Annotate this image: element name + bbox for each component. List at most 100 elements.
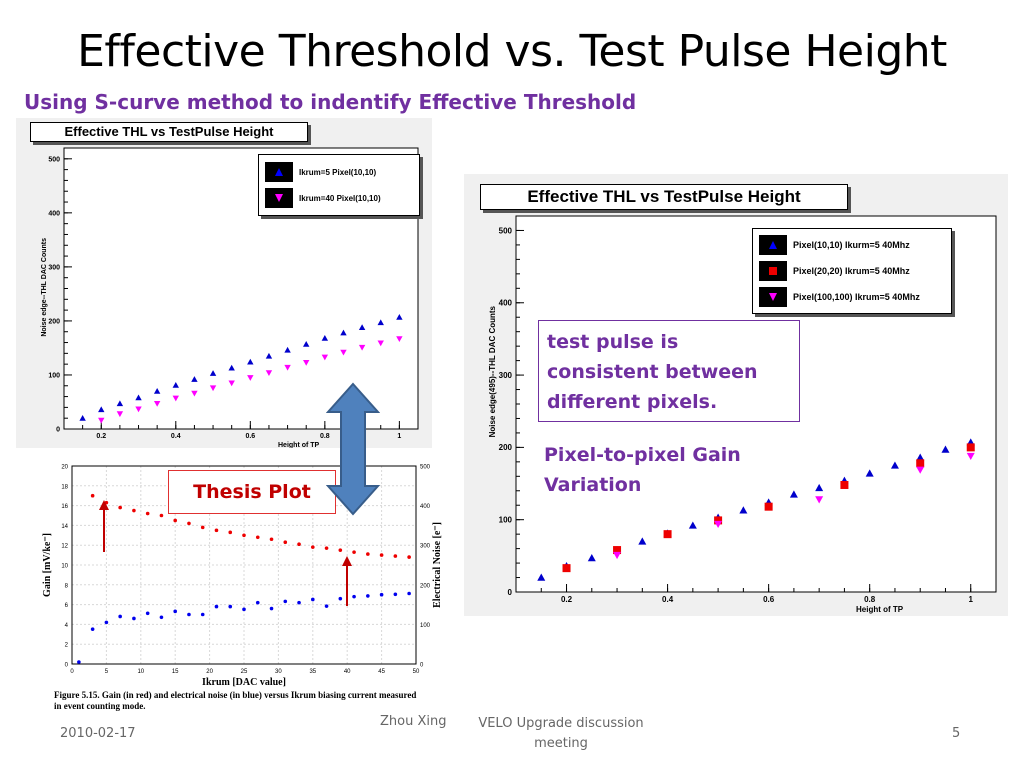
data-point (358, 324, 366, 330)
y2-axis-label: Electrical Noise [e⁻] (432, 522, 443, 608)
footer-date: 2010-02-17 (60, 726, 136, 741)
footer-event: VELO Upgrade discussion meeting (478, 716, 644, 751)
data-point (297, 542, 301, 547)
y-tick-label: 16 (61, 504, 68, 510)
data-point (265, 352, 273, 359)
data-point (77, 660, 81, 664)
x-tick-label: 25 (241, 669, 248, 675)
data-point (663, 530, 672, 539)
y-tick-label: 20 (61, 465, 68, 471)
slide-subtitle: Using S-curve method to indentify Effect… (24, 90, 637, 114)
x-tick-label: 0.8 (320, 433, 330, 440)
data-point (916, 466, 925, 474)
y-tick-label: 2 (65, 643, 69, 649)
x-tick-label: 1 (397, 433, 401, 440)
x-axis-label: Height of TP (856, 605, 904, 614)
data-point (815, 496, 824, 504)
data-point (228, 604, 233, 609)
x-tick-label: 0.8 (864, 595, 876, 604)
data-point (613, 551, 622, 560)
data-point (200, 525, 205, 530)
data-point (340, 349, 347, 356)
data-point (98, 406, 105, 413)
data-point (966, 443, 975, 452)
y-tick-label: 100 (499, 515, 513, 524)
data-point (311, 545, 315, 549)
y-tick-label: 200 (499, 443, 513, 452)
square-icon (759, 261, 787, 281)
x-tick-label: 5 (105, 669, 109, 675)
double-arrow-icon (326, 382, 380, 516)
y-tick-label: 300 (48, 264, 60, 271)
up-arrow-icon (342, 556, 352, 606)
data-point (90, 627, 95, 631)
data-point (153, 401, 161, 407)
data-point (228, 380, 235, 387)
data-point (283, 540, 288, 545)
y-tick-label: 6 (65, 603, 69, 609)
data-point (247, 358, 254, 365)
y-axis-label: Noise edge(495)--THL DAC Counts (488, 305, 497, 437)
data-point (283, 599, 288, 604)
x-axis-label: Ikrum [DAC value] (202, 677, 286, 688)
footer-author: Zhou Xing (380, 714, 447, 729)
data-point (537, 573, 546, 581)
y2-tick-label: 0 (420, 663, 424, 669)
legend-item: Pixel(100,100) Ikrum=5 40Mhz (753, 284, 920, 310)
x-tick-label: 40 (344, 669, 351, 675)
data-point (379, 553, 384, 557)
data-point (209, 370, 217, 376)
data-point (890, 461, 899, 469)
data-point (340, 329, 347, 336)
thesis-plot-label: Thesis Plot (168, 470, 336, 514)
chart-title-left: Effective THL vs TestPulse Height (30, 122, 308, 142)
triangle-down-icon (265, 188, 293, 208)
y-tick-label: 200 (48, 318, 60, 325)
up-arrow-icon (99, 500, 109, 552)
data-point (132, 508, 136, 513)
data-point (379, 592, 384, 597)
data-point (247, 375, 254, 381)
legend-item: Pixel(10,10) Ikurm=5 40Mhz (753, 232, 910, 258)
y-tick-label: 0 (508, 588, 513, 597)
data-point (324, 546, 329, 550)
data-point (132, 616, 136, 621)
data-point (255, 535, 260, 540)
data-point (377, 319, 384, 326)
y-tick-label: 14 (61, 524, 68, 530)
data-point (303, 359, 310, 366)
data-point (214, 528, 219, 533)
data-point (284, 364, 291, 371)
data-point (153, 387, 161, 394)
data-point (358, 344, 366, 351)
data-point (214, 604, 219, 609)
x-tick-label: 0.4 (662, 595, 674, 604)
red-arrows (99, 500, 352, 606)
x-tick-label: 35 (309, 669, 316, 675)
data-point (116, 400, 124, 407)
data-point (284, 346, 291, 353)
data-point (764, 502, 773, 511)
data-point (587, 554, 596, 562)
data-point (159, 615, 164, 620)
data-point (789, 490, 798, 498)
x-tick-label: 50 (413, 669, 420, 675)
x-tick-label: 0.2 (96, 433, 106, 440)
x-tick-label: 45 (378, 669, 385, 675)
data-point (815, 483, 824, 492)
data-point (366, 594, 370, 598)
data-point (98, 417, 105, 424)
data-point (242, 607, 246, 612)
footer-page-number: 5 (952, 726, 961, 741)
y-tick-label: 18 (61, 484, 68, 490)
data-point (173, 609, 177, 614)
data-point (377, 340, 384, 347)
data-point (187, 612, 191, 617)
data-point (172, 382, 179, 388)
y-tick-label: 100 (48, 372, 60, 379)
data-point (966, 452, 975, 461)
data-point (840, 480, 849, 489)
chart-title-right: Effective THL vs TestPulse Height (480, 184, 848, 210)
data-point (242, 533, 246, 538)
